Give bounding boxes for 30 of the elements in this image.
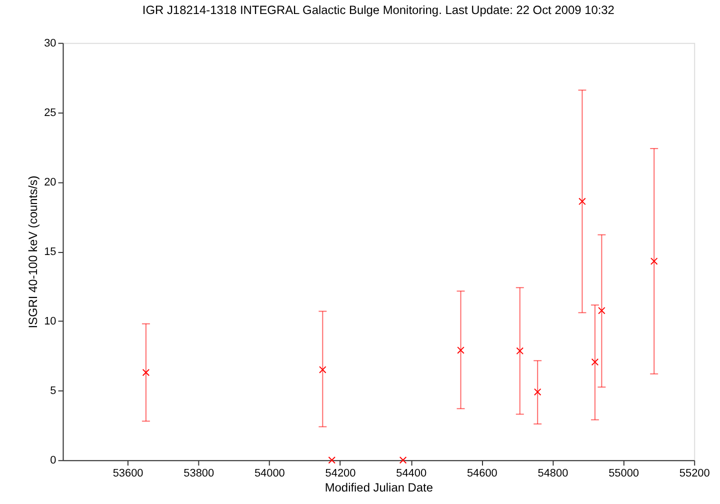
point: [328, 456, 336, 464]
x-tick-label: 54600: [466, 468, 498, 480]
x-tick-label: 54000: [254, 468, 285, 480]
point: [598, 306, 606, 314]
point: [516, 347, 524, 355]
point: [319, 366, 326, 374]
point: [457, 346, 464, 354]
y-tick-label: 25: [44, 106, 56, 119]
x-tick-label: 53800: [184, 468, 214, 480]
x-tick-label: 54400: [396, 468, 427, 480]
point: [578, 198, 586, 206]
point: [650, 258, 658, 265]
y-tick-label: 30: [44, 37, 56, 50]
chart-title: IGR J18214-1318 INTEGRAL Galactic Bulge Monitoring. Last Update: 22 Oct 2009 10:32: [142, 2, 615, 17]
x-tick-label: 54800: [538, 468, 568, 480]
y-axis-title: ISGRI 40-100 keV (counts/s): [26, 176, 40, 328]
x-tick-label: 54200: [325, 468, 356, 480]
y-tick-label: 5: [50, 385, 56, 398]
y-tick-label: 0: [50, 454, 56, 467]
y-tick-label: 15: [44, 246, 56, 258]
x-axis-title: Modified Julian Date: [324, 480, 434, 494]
y-tick-label: 20: [44, 176, 56, 188]
x-tick-label: 53600: [112, 468, 144, 480]
x-tick-label: 55000: [608, 468, 639, 480]
y-tick-label: 10: [44, 316, 56, 328]
point: [591, 358, 599, 366]
point: [534, 388, 542, 396]
point: [142, 368, 150, 376]
point: [399, 456, 407, 464]
x-tick-label: 55200: [679, 468, 710, 480]
